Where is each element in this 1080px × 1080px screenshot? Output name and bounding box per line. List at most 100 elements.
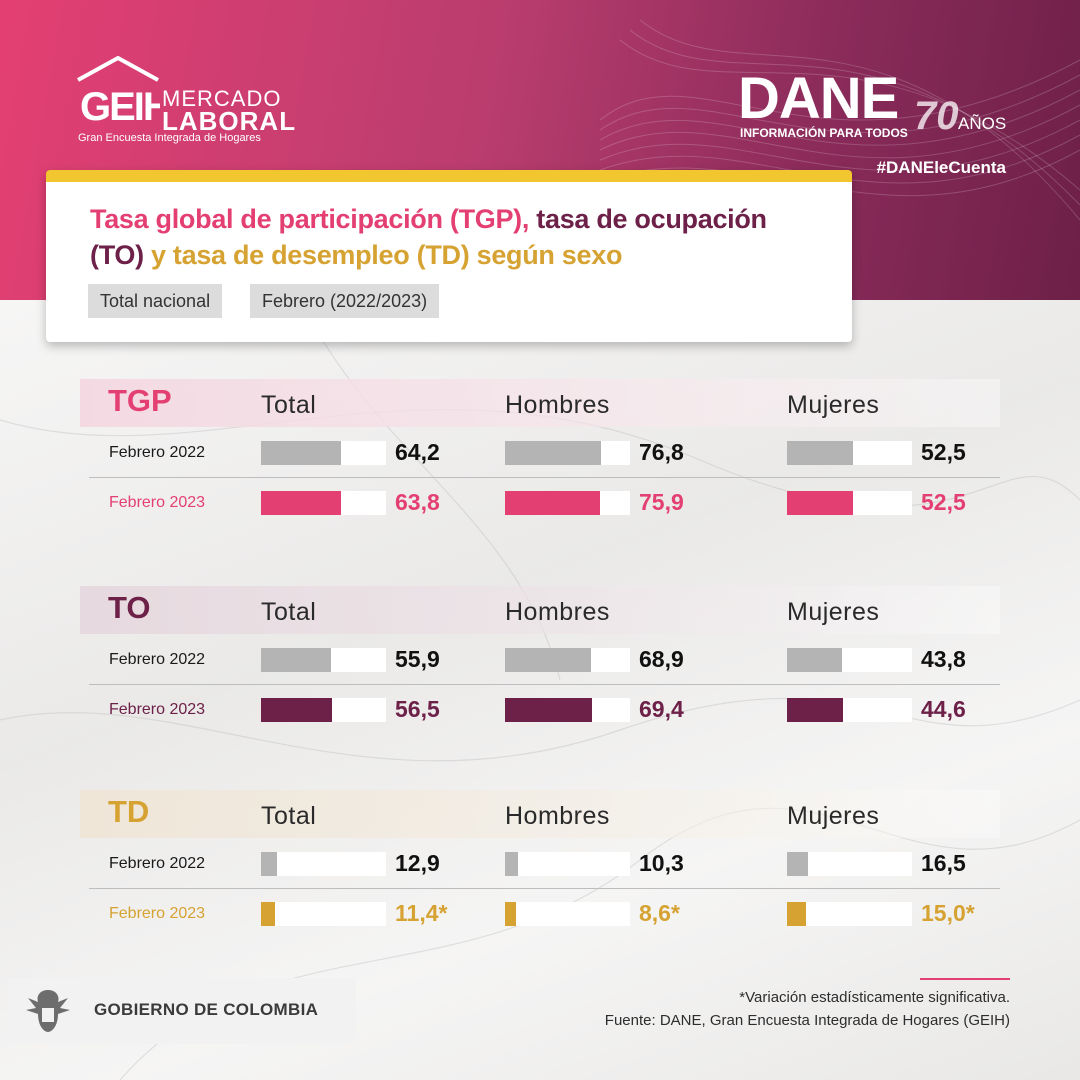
bar-to-hombres-2023 [505,698,592,722]
dane-anos: AÑOS [958,114,1007,133]
value-label: 52,5 [921,439,966,465]
value-label: 15,0* [921,900,975,926]
column-header-hombres: Hombres [505,802,610,830]
value-label: 10,3 [639,850,684,876]
bar-to-mujeres-2022 [787,648,842,672]
title-line-2: (TO) y tasa de desempleo (TD) según sexo [90,240,622,271]
dane-tagline: INFORMACIÓN PARA TODOS [740,126,908,140]
bar-to-hombres-2022 [505,648,591,672]
bar-td-total-2023 [261,902,275,926]
geih-word-mercado: MERCADO [162,86,282,111]
dane-wordmark: DANE [738,66,899,131]
column-header-total: Total [261,598,317,626]
bar-to-total-2023 [261,698,332,722]
coat-of-arms-icon [26,990,70,1032]
bar-track [505,441,630,465]
hashtag[interactable]: #DANEleCuenta [876,158,1006,177]
bar-tgp-total-2023 [261,491,341,515]
government-label: GOBIERNO DE COLOMBIA [94,1000,319,1019]
column-header-mujeres: Mujeres [787,391,880,419]
value-label: 64,2 [395,439,440,465]
value-label: 44,6 [921,696,966,722]
footnote-significance: *Variación estadísticamente significativ… [739,989,1010,1006]
title-card: Tasa global de participación (TGP), tasa… [46,170,852,342]
section-header-td: TD Total Hombres Mujeres [80,790,1000,838]
bar-track [787,648,912,672]
government-box: GOBIERNO DE COLOMBIA [8,978,356,1044]
value-label: 16,5 [921,850,966,876]
bar-track [787,902,912,926]
column-header-hombres: Hombres [505,391,610,419]
dane-70: 70 [914,94,959,138]
section-code-td: TD [108,794,150,829]
bar-to-mujeres-2023 [787,698,843,722]
title-to-a: tasa de ocupación [536,204,767,234]
row-label-td-2023: Febrero 2023 [109,905,206,922]
bar-tgp-total-2022 [261,441,341,465]
row-label-to-2023: Febrero 2023 [109,701,206,718]
bar-track [787,441,912,465]
bar-track [787,698,912,722]
value-label: 75,9 [639,489,684,515]
row-label-to-2022: Febrero 2022 [109,651,206,668]
bar-track [505,648,630,672]
bar-track [261,491,386,515]
bar-to-total-2022 [261,648,331,672]
title-td: y tasa de desempleo (TD) según sexo [151,240,623,270]
value-label: 76,8 [639,439,684,465]
column-header-mujeres: Mujeres [787,598,880,626]
bar-track [261,902,386,926]
column-header-hombres: Hombres [505,598,610,626]
geih-house-icon: GEIH [77,56,160,128]
title-line-1: Tasa global de participación (TGP), tasa… [90,204,767,235]
section-code-tgp: TGP [108,383,172,418]
bar-track [505,852,630,876]
bar-track [787,491,912,515]
pill-scope: Total nacional [88,284,223,318]
title-to-b: (TO) [90,240,144,270]
bar-track [261,698,386,722]
bar-track [505,698,630,722]
row-label-tgp-2023: Febrero 2023 [109,494,206,511]
row-divider [89,684,1000,685]
column-header-mujeres: Mujeres [787,802,880,830]
bar-track [261,648,386,672]
value-label: 12,9 [395,850,440,876]
bar-td-total-2022 [261,852,277,876]
geih-word-laboral: LABORAL [162,106,297,136]
value-label: 43,8 [921,646,966,672]
section-header-tgp: TGP Total Hombres Mujeres [80,379,1000,427]
value-label: 8,6* [639,900,680,926]
value-label: 11,4* [395,900,448,926]
title-tgp: Tasa global de participación (TGP), [90,204,530,234]
bar-track [505,491,630,515]
geih-subtitle: Gran Encuesta Integrada de Hogares [78,132,261,144]
pill-period: Febrero (2022/2023) [250,284,440,318]
value-label: 68,9 [639,646,684,672]
bar-tgp-mujeres-2023 [787,491,853,515]
column-header-total: Total [261,391,317,419]
geih-mark-text: GEIH [80,85,160,128]
bar-td-mujeres-2023 [787,902,806,926]
footnote-source: Fuente: DANE, Gran Encuesta Integrada de… [604,1012,1010,1029]
value-label: 69,4 [639,696,684,722]
row-label-td-2022: Febrero 2022 [109,855,206,872]
bar-tgp-mujeres-2022 [787,441,853,465]
row-divider [89,477,1000,478]
bar-track [787,852,912,876]
row-label-tgp-2022: Febrero 2022 [109,444,206,461]
marble-background [0,300,1080,1080]
value-label: 52,5 [921,489,966,515]
bar-td-hombres-2023 [505,902,516,926]
value-label: 56,5 [395,696,440,722]
value-label: 63,8 [395,489,440,515]
bar-track [505,902,630,926]
row-divider [89,888,1000,889]
section-header-to: TO Total Hombres Mujeres [80,586,1000,634]
footer-accent-line [920,978,1010,980]
bar-td-mujeres-2022 [787,852,808,876]
bar-track [261,852,386,876]
section-code-to: TO [108,590,151,625]
column-header-total: Total [261,802,317,830]
bar-track [261,441,386,465]
